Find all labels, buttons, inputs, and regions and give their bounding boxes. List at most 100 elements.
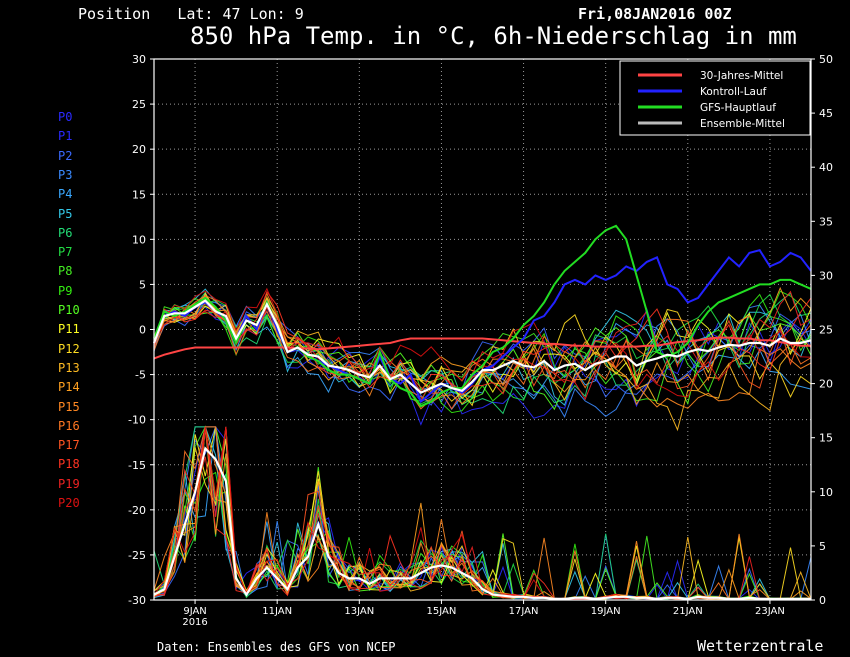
member-precip-line	[153, 426, 812, 601]
x-tick-label: 11JAN	[262, 606, 292, 617]
member-lines	[153, 286, 812, 601]
y-right-tick-label: 45	[819, 107, 833, 120]
member-precip-line	[153, 426, 812, 600]
chart-title: 850 hPa Temp. in °C, 6h-Niederschlag in …	[190, 22, 797, 50]
member-temp-line	[153, 296, 812, 411]
y-left-tick-label: -25	[128, 549, 146, 562]
member-label-p8: P8	[58, 264, 73, 279]
x-tick-label: 21JAN	[673, 606, 703, 617]
y-left-tick-label: 20	[132, 143, 146, 156]
y-right-tick-label: 5	[819, 540, 826, 553]
x-tick-label: 17JAN	[509, 606, 539, 617]
y-left-tick-label: -15	[128, 459, 146, 472]
y-left-tick-label: -20	[128, 504, 146, 517]
member-label-p15: P15	[58, 399, 80, 414]
member-precip-line	[153, 426, 812, 601]
y-left-tick-label: 5	[139, 278, 146, 291]
member-label-p6: P6	[58, 225, 73, 240]
x-tick-sublabel: 2016	[182, 617, 207, 628]
y-left-tick-label: 30	[132, 53, 146, 66]
member-precip-line	[153, 426, 812, 601]
member-label-p4: P4	[58, 187, 73, 202]
member-temp-line	[153, 302, 812, 410]
member-precip-line	[153, 426, 812, 600]
member-temp-line	[153, 290, 812, 402]
member-precip-line	[153, 426, 812, 601]
climate-mean-line	[153, 336, 811, 360]
x-tick-label: 19JAN	[591, 606, 621, 617]
member-label-p19: P19	[58, 476, 80, 491]
member-label-p3: P3	[58, 167, 73, 182]
member-label-p11: P11	[58, 322, 80, 337]
legend-label: 30-Jahres-Mittel	[700, 70, 783, 82]
member-precip-line	[153, 426, 812, 601]
climate-mean-series	[153, 336, 811, 360]
position-label: Position	[78, 5, 151, 23]
y-right-tick-label: 10	[819, 486, 833, 499]
y-left-tick-label: 10	[132, 233, 146, 246]
member-precip-line	[153, 426, 812, 601]
gfs-hauptlauf-line	[153, 224, 812, 408]
grid	[154, 59, 811, 600]
x-tick-label: 13JAN	[344, 606, 374, 617]
member-precip-line	[153, 426, 812, 601]
y-left-tick-label: -5	[135, 369, 146, 382]
member-temp-line	[153, 290, 812, 396]
member-label-p17: P17	[58, 438, 80, 453]
legend-label: GFS-Hauptlauf	[700, 102, 776, 114]
member-label-p18: P18	[58, 457, 80, 472]
member-label-p9: P9	[58, 283, 73, 298]
data-source: Daten: Ensembles des GFS von NCEP	[157, 640, 396, 654]
member-label-p13: P13	[58, 360, 80, 375]
member-precip-line	[153, 456, 812, 601]
member-temp-line	[153, 288, 812, 406]
position-readout: Position Lat: 47 Lon: 9	[78, 5, 304, 23]
y-right-tick-label: 35	[819, 215, 833, 228]
x-tick-label: 23JAN	[755, 606, 785, 617]
member-precip-line	[153, 426, 812, 601]
axes: 302520151050-5-10-15-20-25-3050454035302…	[128, 53, 833, 628]
kontroll-lauf-line	[153, 249, 812, 404]
y-left-tick-label: 25	[132, 98, 146, 111]
ensemble-mean-precip-line	[153, 446, 811, 601]
run-time: Fri,08JAN2016 00Z	[578, 5, 732, 23]
member-precip-line	[153, 426, 812, 600]
y-left-tick-label: 15	[132, 188, 146, 201]
member-precip-line	[153, 426, 812, 601]
y-left-tick-label: -10	[128, 414, 146, 427]
y-right-tick-label: 25	[819, 324, 833, 337]
highlight-series	[152, 224, 812, 601]
member-precip-line	[153, 426, 812, 601]
member-precip-line	[153, 425, 812, 601]
member-label-p16: P16	[58, 418, 80, 433]
x-tick-label: 15JAN	[427, 606, 457, 617]
y-right-tick-label: 30	[819, 269, 833, 282]
member-precip-line	[153, 426, 812, 601]
legend-label: Ensemble-Mittel	[700, 118, 785, 130]
y-right-tick-label: 50	[819, 53, 833, 66]
member-label-p20: P20	[58, 496, 80, 510]
member-label-p12: P12	[58, 341, 80, 356]
member-label-p5: P5	[58, 206, 73, 221]
member-precip-line	[153, 426, 812, 601]
member-label-p7: P7	[58, 245, 73, 260]
member-label-p0: P0	[58, 110, 73, 124]
lon-value: Lon: 9	[249, 5, 304, 23]
y-left-tick-label: -30	[128, 594, 146, 607]
member-label-p14: P14	[58, 380, 80, 395]
member-temp-line	[153, 297, 812, 402]
x-tick-label: 9JAN	[183, 606, 206, 617]
legend: 30-Jahres-Mittel Kontroll-Lauf GFS-Hauptla…	[619, 60, 811, 136]
brand-label: Wetterzentrale	[697, 637, 824, 655]
member-precip-line	[153, 426, 812, 600]
member-label-p2: P2	[58, 148, 73, 163]
ensemble-mean-temp-line	[152, 299, 812, 394]
legend-label: Kontroll-Lauf	[700, 86, 767, 98]
y-left-tick-label: 0	[139, 324, 146, 337]
y-right-tick-label: 15	[819, 432, 833, 445]
member-label-p10: P10	[58, 303, 80, 317]
y-right-tick-label: 20	[819, 378, 833, 391]
member-precip-line	[153, 426, 812, 600]
y-right-tick-label: 40	[819, 161, 833, 174]
